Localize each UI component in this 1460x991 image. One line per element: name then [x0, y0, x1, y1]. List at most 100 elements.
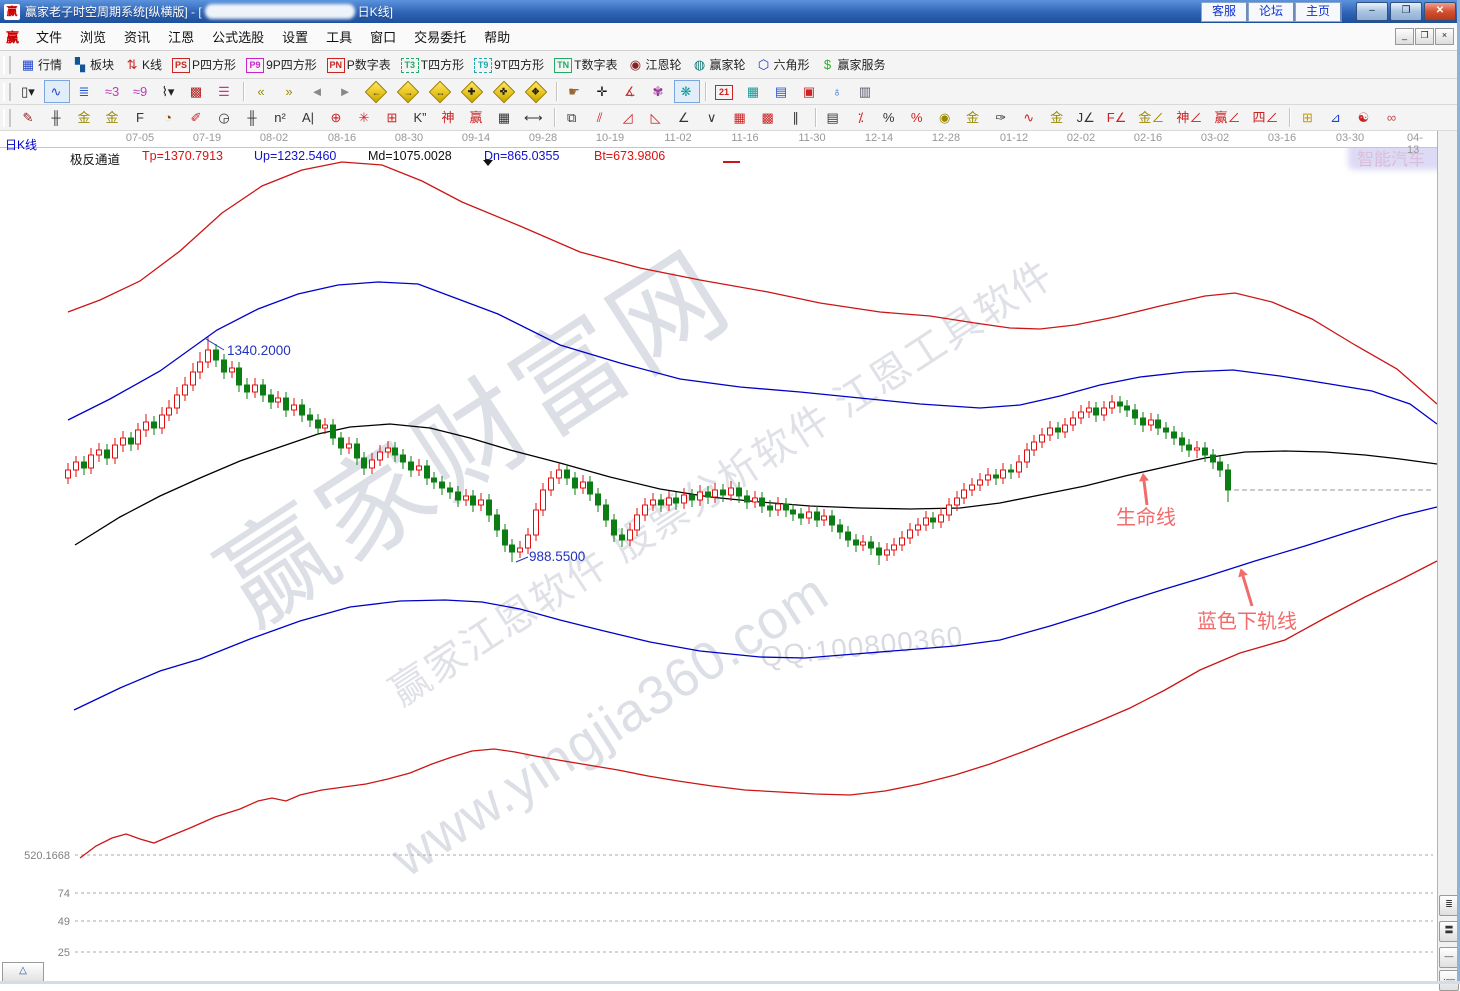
tool-pct-under[interactable]: %	[905, 106, 931, 129]
pc-sync-button[interactable]: ▥	[853, 80, 879, 103]
maze-tool-button[interactable]: ▩	[184, 80, 210, 103]
panel-split-button-1[interactable]: ≣	[1439, 895, 1459, 916]
restore-button[interactable]: ❐	[1390, 2, 1422, 21]
tool-infinity[interactable]: ∞	[1379, 106, 1405, 129]
expand-subpanel-button[interactable]: △	[2, 962, 44, 982]
gann-wheel-button[interactable]: ◉ 江恩轮	[623, 53, 685, 76]
menu-江恩[interactable]: 江恩	[168, 30, 195, 45]
tool-v-wave[interactable]: ∨	[700, 106, 726, 129]
web-sync-button[interactable]: ♁	[825, 80, 851, 103]
tool-taiji[interactable]: ☯	[1351, 106, 1377, 129]
tool-k-notch[interactable]: K”	[408, 106, 434, 129]
forum-button[interactable]: 论坛	[1247, 1, 1295, 22]
t-table-button[interactable]: TN T数字表	[550, 53, 621, 76]
tool-spiral[interactable]: ◔	[156, 106, 182, 129]
tool-gold-coin[interactable]: ◉	[933, 106, 959, 129]
crosshair-button[interactable]: ✛	[590, 80, 616, 103]
tool-shen[interactable]: 神	[436, 106, 462, 129]
menu-文件[interactable]: 文件	[36, 30, 63, 45]
panel-split-button-3[interactable]: —	[1439, 947, 1459, 968]
save-button[interactable]: ▣	[797, 80, 823, 103]
tool-gold-line[interactable]: 金	[961, 106, 987, 129]
go-first-button[interactable]: «	[249, 80, 275, 103]
tool-f-ruler[interactable]: F	[128, 106, 154, 129]
tool-shen-angle[interactable]: 神∠	[1172, 106, 1208, 129]
tool-n-square[interactable]: n²	[268, 106, 294, 129]
tool-gauge[interactable]: ▤	[821, 106, 847, 129]
mdi-close-button[interactable]: ×	[1435, 28, 1454, 45]
tool-gold2[interactable]: 金	[1045, 106, 1071, 129]
homepage-button[interactable]: 主页	[1294, 1, 1342, 22]
tool-ying-angle[interactable]: 赢∠	[1210, 106, 1246, 129]
menu-资讯[interactable]: 资讯	[124, 30, 151, 45]
tool-clock-cycle[interactable]: ◶	[212, 106, 238, 129]
tool-fan3[interactable]: ◺	[644, 106, 670, 129]
sectors-button[interactable]: ▚ 板块	[68, 53, 118, 76]
tool-star-web[interactable]: ✳	[352, 106, 378, 129]
next-period-button[interactable]: ►	[333, 80, 359, 103]
tool-circle-target[interactable]: ⊕	[324, 106, 350, 129]
tool-grid-gold[interactable]: ⊞	[1295, 106, 1321, 129]
tool-comb-ruler[interactable]: ╫	[240, 106, 266, 129]
wave9-button[interactable]: ≈9	[128, 80, 154, 103]
tool-time-ruler[interactable]: ╫	[44, 106, 70, 129]
diary-button[interactable]: ▤	[769, 80, 795, 103]
right-scroll-rail[interactable]: ≣ 〓 — ·―	[1437, 130, 1459, 991]
tool-j-angle[interactable]: J∠	[1073, 106, 1101, 129]
tool-frame[interactable]: ⧉	[560, 106, 586, 129]
tool-si-angle[interactable]: 四∠	[1248, 106, 1284, 129]
candle-style-dropdown[interactable]: ⌇▾	[156, 80, 182, 103]
profile-histogram-button[interactable]: ☰	[212, 80, 238, 103]
tool-trend-chart[interactable]: ⊿	[1323, 106, 1349, 129]
tool-ink[interactable]: ✑	[989, 106, 1015, 129]
close-button[interactable]: ✕	[1424, 2, 1456, 21]
tool-fan2[interactable]: ◿	[616, 106, 642, 129]
mdi-restore-button[interactable]: ❐	[1415, 28, 1434, 45]
tool-pct-line[interactable]: ⁒	[849, 106, 875, 129]
tool-ying[interactable]: 赢	[464, 106, 490, 129]
pan-left-button[interactable]: ←	[361, 80, 391, 103]
angle-measure-button[interactable]: ∡	[618, 80, 644, 103]
gann-flower-button[interactable]: ✾	[646, 80, 672, 103]
menu-公式选股[interactable]: 公式选股	[212, 30, 265, 45]
tool-grid-red[interactable]: ▦	[728, 106, 754, 129]
tool-grid-123[interactable]: ▦	[492, 106, 518, 129]
tool-grid-red2[interactable]: ▩	[756, 106, 782, 129]
expand-all-button[interactable]: ✜	[489, 80, 519, 103]
tool-square-web[interactable]: ⊞	[380, 106, 406, 129]
prev-period-button[interactable]: ◄	[305, 80, 331, 103]
tool-a-line[interactable]: A|	[296, 106, 322, 129]
kline-style-dropdown[interactable]: ▯▾	[16, 80, 42, 103]
t-square-button[interactable]: T3 T四方形	[397, 53, 468, 76]
quotes-button[interactable]: ▦ 行情	[16, 53, 66, 76]
kline-button[interactable]: ⇅ K线	[120, 53, 166, 76]
pan-right-button[interactable]: →	[393, 80, 423, 103]
ai-brain-button[interactable]: ❋	[674, 80, 700, 103]
tool-fan1[interactable]: ⫽	[588, 106, 614, 129]
hand-tool-button[interactable]: ☛	[562, 80, 588, 103]
menu-工具[interactable]: 工具	[326, 30, 353, 45]
wave3-button[interactable]: ≈3	[100, 80, 126, 103]
mdi-minimize-button[interactable]: _	[1395, 28, 1414, 45]
p-square-button[interactable]: PS P四方形	[168, 53, 240, 76]
customer-service-button[interactable]: 客服	[1200, 1, 1248, 22]
expand-x-button[interactable]: ↔	[425, 80, 455, 103]
menu-帮助[interactable]: 帮助	[484, 30, 511, 45]
tool-red-pen[interactable]: ✐	[184, 106, 210, 129]
tool-f-angle[interactable]: F∠	[1103, 106, 1133, 129]
menu-交易委托[interactable]: 交易委托	[414, 30, 467, 45]
calendar-button[interactable]: 21	[711, 80, 739, 103]
tool-angle-lines[interactable]: ∠	[672, 106, 698, 129]
hexagon-button[interactable]: ⬡ 六角形	[752, 53, 814, 76]
tool-gold-angle[interactable]: 金∠	[1134, 106, 1170, 129]
p-table-button[interactable]: PN P数字表	[323, 53, 395, 76]
menu-设置[interactable]: 设置	[282, 30, 309, 45]
tool-rails[interactable]: ∥	[784, 106, 810, 129]
main-chart[interactable]: 520.16687449251340.2000988.5500生命线蓝色下轨线智…	[0, 148, 1437, 984]
calculator-button[interactable]: ▦	[741, 80, 767, 103]
minimize-button[interactable]: –	[1356, 2, 1388, 21]
tool-gold-ruler2[interactable]: 金	[100, 106, 126, 129]
compress-x-button[interactable]: ✚	[457, 80, 487, 103]
panel-split-button-2[interactable]: 〓	[1439, 921, 1459, 942]
9t-square-button[interactable]: T9 9T四方形	[470, 53, 548, 76]
